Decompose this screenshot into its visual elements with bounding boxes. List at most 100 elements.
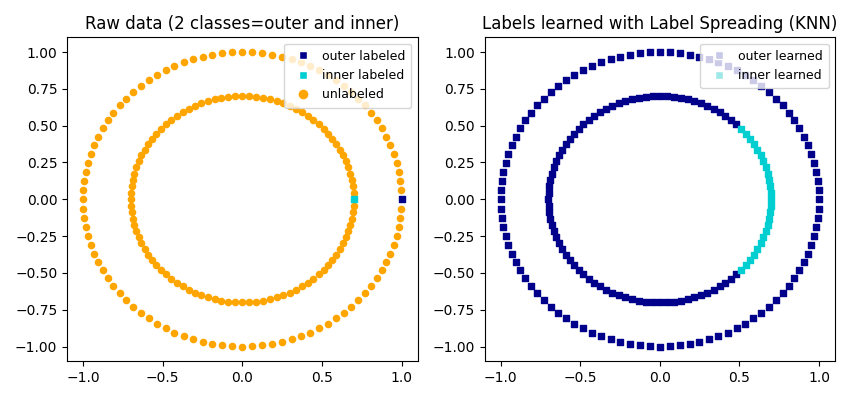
Point	[542, 209, 556, 216]
Point	[150, 320, 164, 327]
Point	[342, 228, 355, 234]
Point	[761, 170, 774, 177]
Point	[653, 299, 666, 306]
Point	[270, 98, 284, 104]
Point	[764, 190, 778, 196]
Point	[739, 72, 752, 78]
Point	[724, 276, 738, 282]
Point	[681, 96, 694, 103]
Point	[747, 251, 761, 258]
Point	[762, 89, 776, 95]
Point	[216, 342, 230, 348]
Point	[127, 89, 140, 95]
Point	[509, 134, 523, 140]
Point	[154, 126, 167, 132]
Point	[333, 246, 347, 252]
Point	[513, 125, 527, 132]
Point	[126, 216, 139, 222]
Point	[312, 121, 326, 127]
Point	[264, 296, 277, 302]
Point	[764, 202, 778, 209]
Point	[502, 242, 515, 248]
Point	[246, 343, 259, 350]
Point	[673, 50, 687, 56]
Point	[549, 158, 563, 164]
Point	[496, 168, 510, 175]
Point	[222, 298, 235, 305]
Point	[797, 259, 811, 265]
Point	[394, 187, 408, 193]
Point	[667, 298, 681, 305]
Point	[762, 216, 776, 222]
Point	[755, 83, 768, 89]
Point	[242, 93, 256, 100]
Point	[734, 267, 748, 273]
Point	[275, 54, 289, 60]
Point	[681, 296, 694, 302]
Point	[206, 341, 219, 347]
Point	[344, 89, 358, 95]
Point	[113, 102, 127, 109]
Point	[706, 286, 720, 293]
Point	[759, 164, 773, 171]
Point	[660, 299, 673, 305]
Point	[270, 294, 284, 300]
Point	[177, 59, 190, 66]
Point	[289, 106, 303, 112]
Point	[370, 117, 383, 124]
Point	[549, 234, 563, 240]
Point	[84, 242, 98, 248]
Point	[811, 214, 824, 221]
Point	[301, 280, 314, 286]
Point	[216, 50, 230, 56]
Point	[339, 234, 353, 240]
Point	[235, 93, 249, 100]
Point	[559, 315, 573, 322]
Point	[559, 77, 573, 83]
Point	[530, 102, 544, 109]
Point	[88, 142, 101, 148]
Point	[747, 141, 761, 147]
Point	[633, 50, 647, 56]
Point	[222, 94, 235, 100]
Point	[196, 339, 209, 345]
Point	[330, 141, 343, 147]
Point	[201, 98, 215, 104]
Point	[763, 209, 777, 216]
Point	[582, 276, 596, 282]
Point	[295, 109, 309, 116]
Point	[633, 342, 647, 348]
Point	[88, 250, 101, 257]
Point	[809, 224, 823, 230]
Point	[674, 95, 688, 101]
Point	[119, 95, 133, 102]
Point	[358, 290, 371, 296]
Point	[513, 267, 527, 274]
Point	[358, 102, 371, 109]
Point	[572, 267, 586, 273]
Point	[141, 251, 155, 258]
Legend: outer labeled, inner labeled, unlabeled: outer labeled, inner labeled, unlabeled	[284, 44, 411, 108]
Point	[626, 96, 639, 103]
Point	[769, 95, 783, 102]
Point	[92, 259, 105, 265]
Point	[568, 72, 581, 78]
Point	[518, 275, 532, 282]
Point	[317, 126, 331, 132]
Point	[594, 59, 608, 66]
Point	[547, 228, 560, 234]
Point	[92, 134, 105, 140]
Point	[392, 224, 405, 230]
Point	[808, 160, 821, 166]
Point	[84, 151, 98, 157]
Point	[739, 320, 752, 327]
Point	[256, 50, 269, 56]
Point	[347, 202, 360, 209]
Point	[594, 333, 608, 340]
Point	[132, 234, 145, 240]
Point	[729, 121, 743, 127]
Point	[307, 276, 320, 282]
Point	[499, 233, 513, 239]
Point	[576, 271, 590, 278]
Point	[605, 103, 619, 109]
